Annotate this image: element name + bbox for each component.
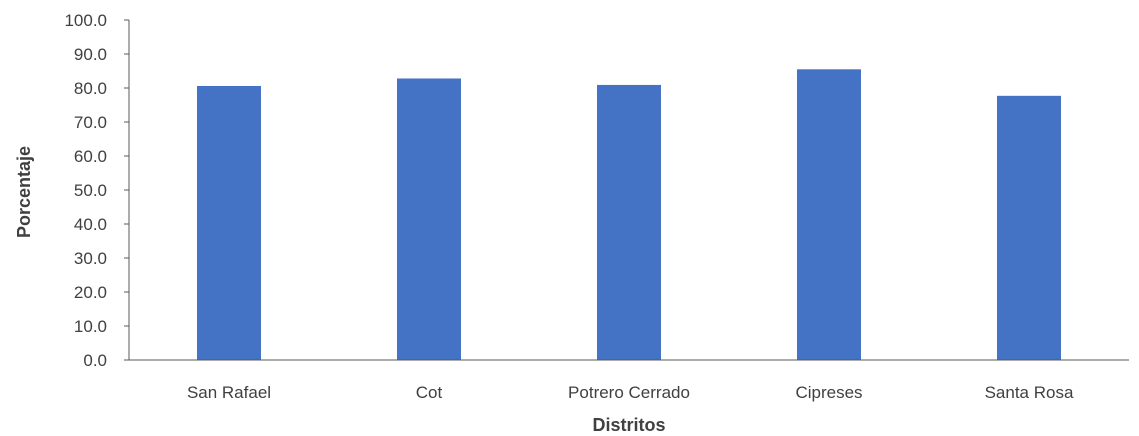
bars (197, 69, 1061, 361)
y-tick-label: 0.0 (83, 351, 107, 370)
y-tick-label: 10.0 (74, 317, 107, 336)
x-axis-ticks: San Rafael Cot Potrero Cerrado Cipreses Sant… (187, 383, 1074, 402)
x-tick-label: San Rafael (187, 383, 271, 402)
x-tick-label: Santa Rosa (985, 383, 1074, 402)
x-axis-title: Distritos (592, 415, 665, 435)
y-tick-label: 60.0 (74, 147, 107, 166)
y-tick-label: 30.0 (74, 249, 107, 268)
bar-san-rafael (197, 85, 261, 361)
bar-cot (397, 78, 461, 360)
y-axis-ticks: 0.0 10.0 20.0 30.0 40.0 50.0 60.0 70.0 80.0 90.0 1… (64, 11, 129, 370)
x-tick-label: Cipreses (795, 383, 862, 402)
bar-potrero-cerrado (597, 84, 661, 360)
y-tick-label: 20.0 (74, 283, 107, 302)
y-tick-label: 80.0 (74, 79, 107, 98)
x-tick-label: Cot (416, 383, 443, 402)
bar-santa-rosa (997, 95, 1061, 360)
y-axis-title: Porcentaje (14, 146, 34, 238)
bar-cipreses (797, 69, 861, 361)
y-tick-label: 90.0 (74, 45, 107, 64)
y-tick-label: 40.0 (74, 215, 107, 234)
y-tick-label: 70.0 (74, 113, 107, 132)
y-tick-label: 100.0 (64, 11, 107, 30)
x-tick-label: Potrero Cerrado (568, 383, 690, 402)
y-tick-label: 50.0 (74, 181, 107, 200)
